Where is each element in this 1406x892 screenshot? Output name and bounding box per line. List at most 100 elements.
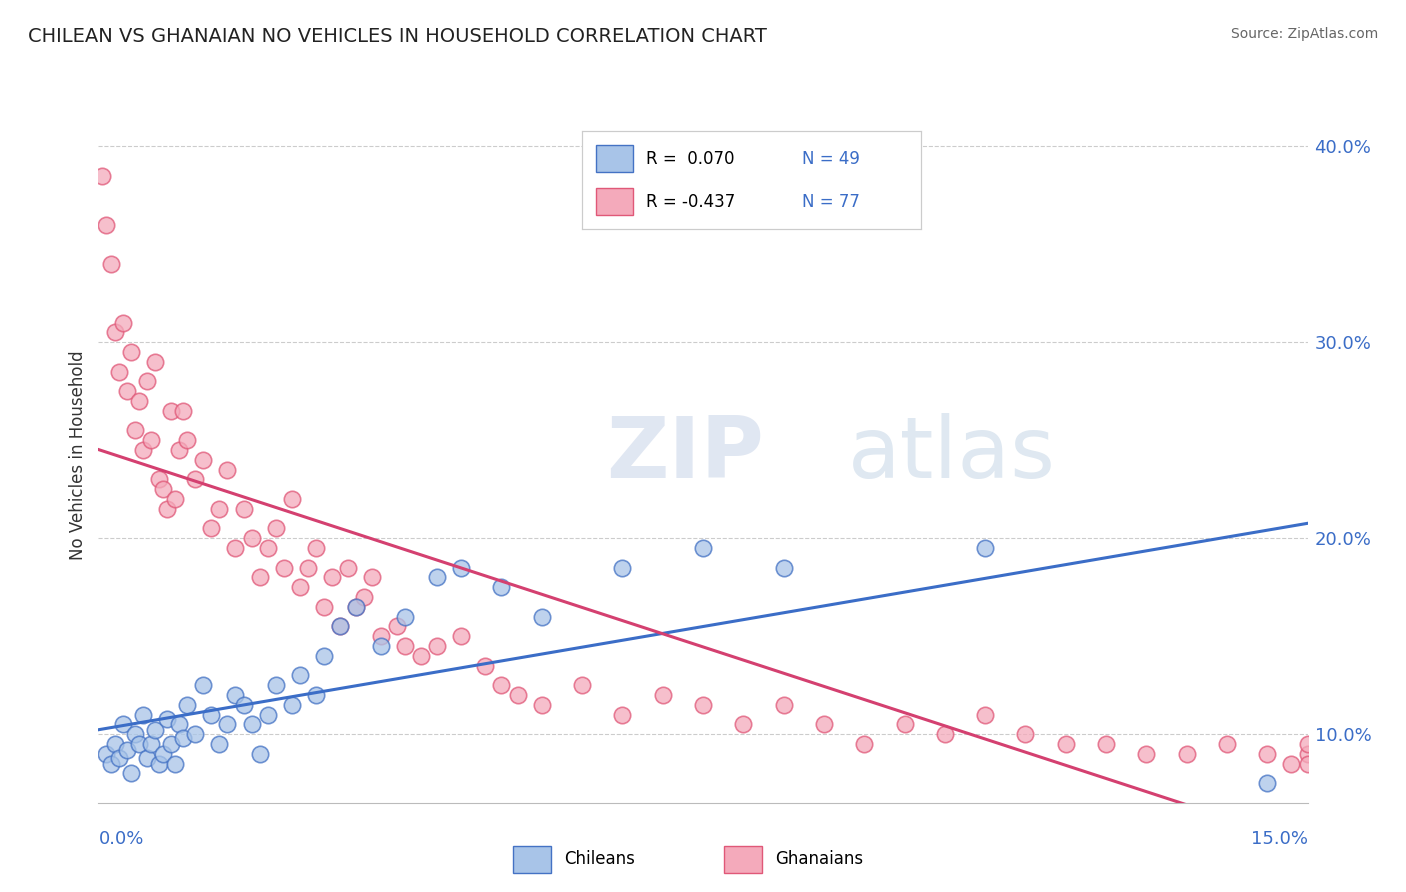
Point bbox=[100, 756, 122, 771]
Text: 15.0%: 15.0% bbox=[1250, 830, 1308, 847]
Point bbox=[135, 375, 157, 389]
Point bbox=[132, 443, 155, 458]
Point bbox=[256, 707, 278, 722]
Point bbox=[249, 747, 271, 761]
Point bbox=[96, 218, 118, 232]
Point bbox=[148, 756, 170, 771]
Point bbox=[208, 501, 231, 516]
Point bbox=[1281, 756, 1303, 771]
Point bbox=[115, 384, 138, 399]
Point bbox=[329, 619, 352, 633]
Point bbox=[530, 609, 553, 624]
Point bbox=[232, 698, 254, 712]
Point bbox=[297, 560, 319, 574]
Point bbox=[160, 404, 183, 418]
Point bbox=[1135, 747, 1157, 761]
Point bbox=[160, 737, 183, 751]
Point bbox=[612, 560, 634, 574]
Point bbox=[139, 434, 162, 448]
Text: 0.0%: 0.0% bbox=[98, 830, 143, 847]
Point bbox=[124, 424, 146, 438]
Point bbox=[329, 619, 352, 633]
Point bbox=[394, 609, 416, 624]
Point bbox=[450, 629, 472, 643]
Point bbox=[1014, 727, 1036, 741]
Point bbox=[163, 491, 186, 506]
Point bbox=[167, 717, 190, 731]
Point bbox=[115, 743, 138, 757]
Point bbox=[692, 541, 714, 555]
Point bbox=[124, 727, 146, 741]
Point bbox=[224, 541, 246, 555]
Point bbox=[491, 678, 513, 692]
Point bbox=[651, 688, 673, 702]
Point bbox=[1296, 737, 1319, 751]
Point bbox=[733, 717, 755, 731]
Point bbox=[264, 521, 287, 535]
Point bbox=[281, 491, 304, 506]
Point bbox=[934, 727, 956, 741]
Point bbox=[1296, 747, 1319, 761]
Point bbox=[103, 326, 125, 340]
Point bbox=[1256, 776, 1278, 790]
Point bbox=[1216, 737, 1239, 751]
Point bbox=[1296, 756, 1319, 771]
Point bbox=[474, 658, 496, 673]
Point bbox=[974, 707, 997, 722]
Point bbox=[152, 747, 174, 761]
Point bbox=[120, 345, 142, 359]
Point bbox=[172, 731, 194, 745]
Point bbox=[156, 501, 179, 516]
Point bbox=[344, 599, 367, 614]
Point bbox=[200, 521, 222, 535]
Point bbox=[337, 560, 360, 574]
Point bbox=[200, 707, 222, 722]
Point bbox=[193, 452, 215, 467]
Point bbox=[184, 472, 207, 486]
Point bbox=[172, 404, 194, 418]
Point bbox=[314, 599, 336, 614]
Point bbox=[305, 688, 328, 702]
Point bbox=[305, 541, 328, 555]
Point bbox=[128, 394, 150, 409]
Point bbox=[96, 747, 118, 761]
Text: atlas: atlas bbox=[848, 413, 1056, 497]
Point bbox=[107, 365, 129, 379]
Point bbox=[208, 737, 231, 751]
Point bbox=[120, 766, 142, 780]
Point bbox=[264, 678, 287, 692]
Point bbox=[111, 717, 134, 731]
Point bbox=[217, 717, 239, 731]
Text: CHILEAN VS GHANAIAN NO VEHICLES IN HOUSEHOLD CORRELATION CHART: CHILEAN VS GHANAIAN NO VEHICLES IN HOUSE… bbox=[28, 27, 768, 45]
Point bbox=[111, 316, 134, 330]
Point bbox=[385, 619, 408, 633]
Point bbox=[1095, 737, 1118, 751]
Point bbox=[232, 501, 254, 516]
Point bbox=[409, 648, 432, 663]
Point bbox=[156, 712, 179, 726]
Point bbox=[176, 698, 198, 712]
Point bbox=[506, 688, 529, 702]
Point bbox=[1256, 747, 1278, 761]
Point bbox=[530, 698, 553, 712]
Point bbox=[314, 648, 336, 663]
Point bbox=[893, 717, 915, 731]
Point bbox=[288, 580, 311, 594]
Point bbox=[353, 590, 375, 604]
Point bbox=[224, 688, 246, 702]
Point bbox=[370, 639, 392, 653]
Point bbox=[426, 570, 449, 584]
Point bbox=[813, 717, 835, 731]
Point bbox=[135, 750, 157, 764]
Point bbox=[692, 698, 714, 712]
Point bbox=[240, 531, 263, 545]
Point bbox=[107, 750, 129, 764]
Point bbox=[139, 737, 162, 751]
Point bbox=[167, 443, 190, 458]
Point bbox=[1054, 737, 1077, 751]
Point bbox=[321, 570, 343, 584]
Point bbox=[853, 737, 876, 751]
Point bbox=[974, 541, 997, 555]
Point bbox=[103, 737, 125, 751]
Point bbox=[281, 698, 304, 712]
